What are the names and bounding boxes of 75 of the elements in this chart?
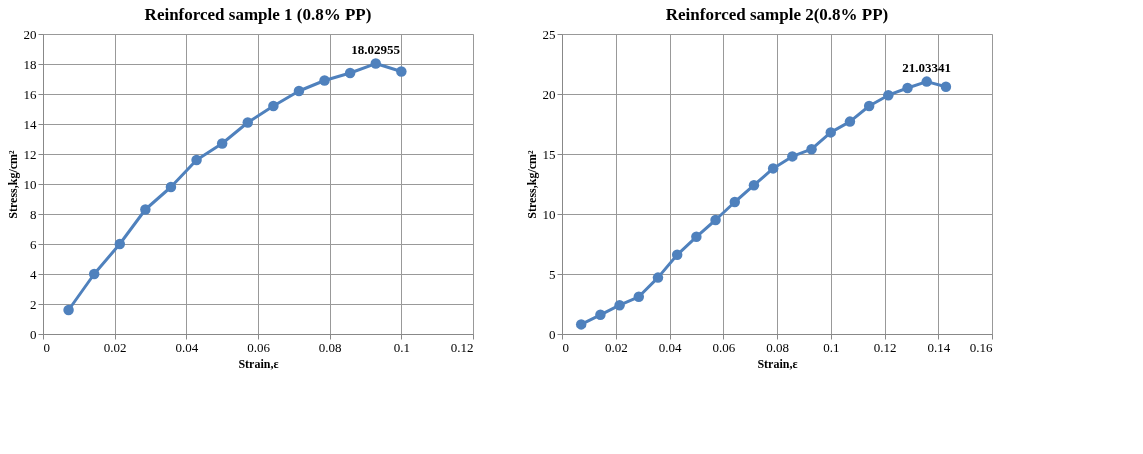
point [902,82,913,94]
x-tick-label: 0.1 [823,339,840,355]
point [370,58,381,69]
y-tick-label: 14 [23,116,37,132]
chart-title: Reinforced sample 2(0.8% PP) [665,5,889,24]
point [140,204,151,215]
x-tick-label: 0.14 [927,339,951,355]
point [396,66,407,77]
y-tick-label: 4 [30,266,37,282]
y-tick-label: 10 [23,176,37,192]
y-tick-label: 20 [23,26,37,42]
chart-title: Reinforced sample 1 (0.8% PP) [144,5,372,24]
point [63,304,74,316]
y-tick-label: 0 [549,326,556,342]
x-tick-label: 0.12 [450,339,474,355]
point [344,67,356,79]
point [806,143,817,155]
y-tick-label: 10 [542,206,556,222]
y-axis-title: Stress,kg/cm² [5,149,20,219]
point [165,181,177,193]
x-tick-label: 0.02 [103,339,127,355]
y-tick-label: 8 [30,206,37,222]
y-tick-label: 15 [542,146,556,162]
x-tick-label: 0.1 [393,339,410,355]
point [825,127,836,138]
x-tick-label: 0 [562,339,569,355]
y-tick-label: 18 [23,56,37,72]
x-tick-label: 0.08 [766,339,789,355]
x-tick-label: 0 [43,339,50,355]
y-axis-title: Stress,kg/cm² [524,149,539,219]
point [787,151,798,162]
x-tick-label: 0.02 [604,339,628,355]
point [293,85,305,97]
point [268,100,279,112]
point [614,299,625,311]
x-tick-label: 0.06 [712,339,736,355]
point [191,154,202,166]
y-tick-label: 0 [30,326,37,342]
x-tick-label: 0.04 [658,339,682,355]
point [633,291,645,303]
point [883,89,894,101]
point [319,75,330,86]
point [748,179,760,191]
point [216,138,228,149]
y-tick-label: 25 [542,26,556,42]
y-tick-label: 6 [30,236,37,252]
x-axis-title: Strain,ε [238,356,279,371]
point [691,231,702,243]
x-tick-label: 0.04 [175,339,199,355]
point [767,163,779,174]
point [595,309,606,321]
point [921,76,932,87]
point [242,117,253,128]
y-tick-label: 2 [30,296,37,312]
annotation: 21.03341 [902,59,952,75]
point [710,214,721,226]
x-tick-label: 0.12 [873,339,897,355]
y-tick-label: 16 [23,86,37,102]
y-tick-label: 20 [542,86,556,102]
y-tick-label: 12 [23,146,37,162]
x-tick-label: 0.08 [318,339,342,355]
x-tick-label: 0.06 [247,339,271,355]
point [940,81,952,93]
point [863,100,875,112]
point [652,272,664,283]
point [844,116,856,127]
point [88,268,100,280]
annotation: 18.02955 [351,41,401,57]
y-tick-label: 5 [549,266,556,282]
x-axis-title: Strain,ε [757,356,798,371]
point [114,238,126,250]
point [575,319,587,330]
x-tick-label: 0.16 [969,339,993,355]
point [729,196,741,208]
point [671,249,683,261]
